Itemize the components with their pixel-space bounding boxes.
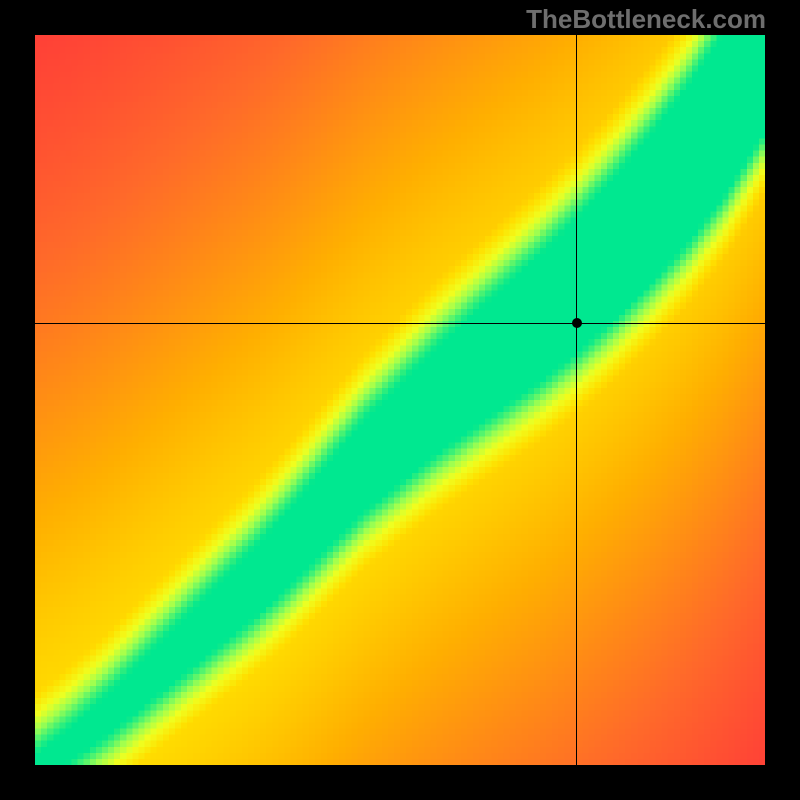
crosshair-horizontal bbox=[35, 323, 765, 324]
crosshair-marker bbox=[572, 318, 582, 328]
crosshair-vertical bbox=[576, 35, 577, 765]
chart-container: TheBottleneck.com bbox=[0, 0, 800, 800]
heatmap-canvas bbox=[35, 35, 765, 765]
watermark-text: TheBottleneck.com bbox=[526, 4, 766, 35]
